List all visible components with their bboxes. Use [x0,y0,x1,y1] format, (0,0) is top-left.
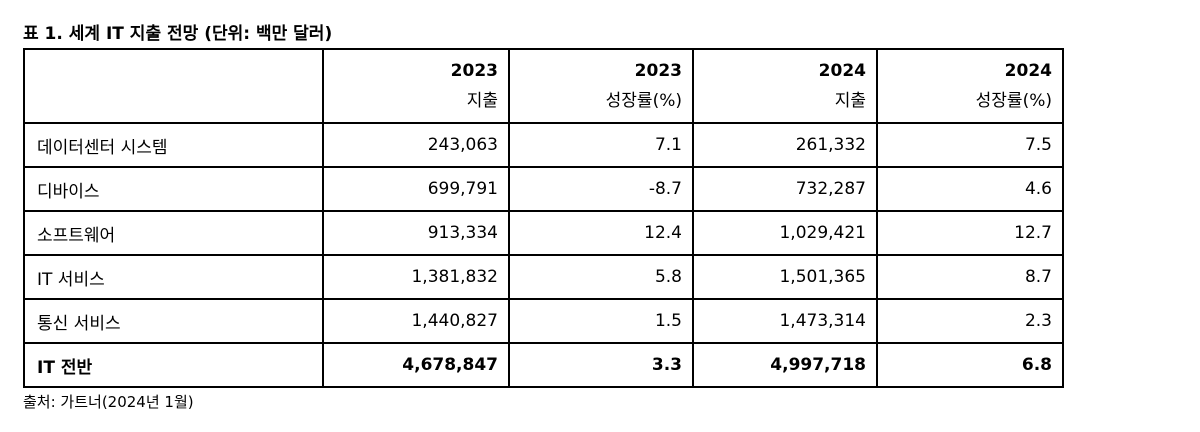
table-title: 표 1. 세계 IT 지출 전망 (단위: 백만 달러) [23,24,333,44]
row-label: IT 전반 [23,342,324,388]
table-cell: 4,997,718 [692,342,878,388]
column-label: 지출 [834,91,866,111]
spending-table: 2023 지출 2023 성장률(%) 2024 지출 2024 성장률(%) 데이터센터 시… [23,48,1064,388]
row-label: 데이터센터 시스템 [23,122,324,168]
table-row: 소프트웨어 913,334 12.4 1,029,421 12.7 [23,210,1064,256]
table-cell: 913,334 [322,210,510,256]
column-label: 지출 [466,91,498,111]
table-cell: -8.7 [508,166,694,212]
column-year: 2023 [450,61,498,81]
table-row: 데이터센터 시스템 243,063 7.1 261,332 7.5 [23,122,1064,168]
header-row: 2023 지출 2023 성장률(%) 2024 지출 2024 성장률(%) [23,48,1064,124]
row-label: 디바이스 [23,166,324,212]
table-cell: 4.6 [876,166,1064,212]
table-cell: 12.7 [876,210,1064,256]
column-year: 2023 [634,61,682,81]
column-header: 2023 성장률(%) [508,48,694,124]
table-cell: 7.5 [876,122,1064,168]
column-label: 성장률(%) [605,91,682,111]
source-note: 출처: 가트너(2024년 1월) [23,393,194,411]
table-row: IT 전반 4,678,847 3.3 4,997,718 6.8 [23,342,1064,388]
table-cell: 6.8 [876,342,1064,388]
table-cell: 5.8 [508,254,694,300]
table-cell: 2.3 [876,298,1064,344]
table-cell: 261,332 [692,122,878,168]
row-label: 소프트웨어 [23,210,324,256]
row-label: IT 서비스 [23,254,324,300]
table-cell: 4,678,847 [322,342,510,388]
table-cell: 3.3 [508,342,694,388]
table-cell: 7.1 [508,122,694,168]
column-header: 2023 지출 [322,48,510,124]
column-header: 2024 성장률(%) [876,48,1064,124]
column-year: 2024 [818,61,866,81]
row-label: 통신 서비스 [23,298,324,344]
table-cell: 12.4 [508,210,694,256]
table-row: 디바이스 699,791 -8.7 732,287 4.6 [23,166,1064,212]
corner-cell [23,48,324,124]
table-cell: 1.5 [508,298,694,344]
table-row: IT 서비스 1,381,832 5.8 1,501,365 8.7 [23,254,1064,300]
column-header: 2024 지출 [692,48,878,124]
column-year: 2024 [1004,61,1052,81]
table-cell: 243,063 [322,122,510,168]
table-cell: 1,473,314 [692,298,878,344]
table-cell: 699,791 [322,166,510,212]
table-cell: 1,381,832 [322,254,510,300]
column-label: 성장률(%) [975,91,1052,111]
table-cell: 732,287 [692,166,878,212]
table-row: 통신 서비스 1,440,827 1.5 1,473,314 2.3 [23,298,1064,344]
table-cell: 1,440,827 [322,298,510,344]
table-cell: 1,501,365 [692,254,878,300]
table-cell: 1,029,421 [692,210,878,256]
table-cell: 8.7 [876,254,1064,300]
